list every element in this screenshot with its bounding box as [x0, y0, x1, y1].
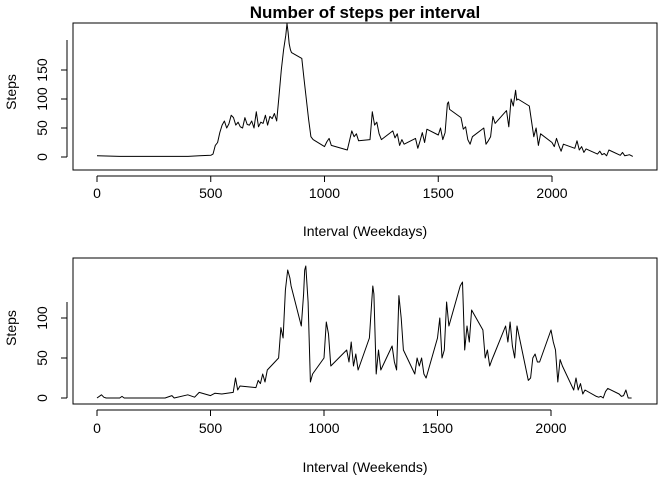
weekends-y-axis-label: Steps	[3, 310, 19, 346]
weekdays-panel: Interval (Weekdays) Steps 0 500 1000 1500 20…	[3, 22, 658, 239]
weekdays-steps-line	[96, 23, 634, 157]
weekdays-y-axis-label: Steps	[3, 74, 19, 110]
weekdays-y-tick-label: 0	[34, 153, 50, 161]
weekends-x-tick-label: 500	[199, 420, 223, 436]
weekdays-y-tick-label: 150	[34, 58, 50, 82]
weekends-x-tick-label: 1000	[308, 420, 339, 436]
weekends-y-tick-label: 0	[34, 394, 50, 402]
weekdays-plot-frame	[72, 22, 658, 171]
weekdays-x-tick-label: 1500	[423, 185, 454, 201]
weekdays-x-tick-label: 2000	[536, 185, 567, 201]
weekdays-x-tick-label: 0	[93, 185, 101, 201]
weekends-y-tick-label: 50	[34, 350, 50, 366]
weekdays-x-axis-label: Interval (Weekdays)	[303, 223, 427, 239]
weekends-panel: Interval (Weekends) Steps 0 500 1000 1500 20…	[3, 257, 658, 475]
weekends-steps-line	[96, 265, 632, 399]
weekends-x-tick-label: 2000	[535, 420, 566, 436]
chart-title: Number of steps per interval	[250, 3, 481, 22]
weekends-x-axis-label: Interval (Weekends)	[302, 459, 427, 475]
weekdays-x-tick-label: 1000	[309, 185, 340, 201]
weekends-y-tick-label: 100	[34, 306, 50, 330]
weekends-plot-frame	[72, 257, 658, 405]
weekdays-x-tick-label: 500	[199, 185, 223, 201]
weekdays-y-tick-label: 100	[34, 87, 50, 111]
weekends-x-tick-label: 1500	[422, 420, 453, 436]
weekdays-y-tick-label: 50	[34, 120, 50, 136]
weekends-x-tick-label: 0	[93, 420, 101, 436]
